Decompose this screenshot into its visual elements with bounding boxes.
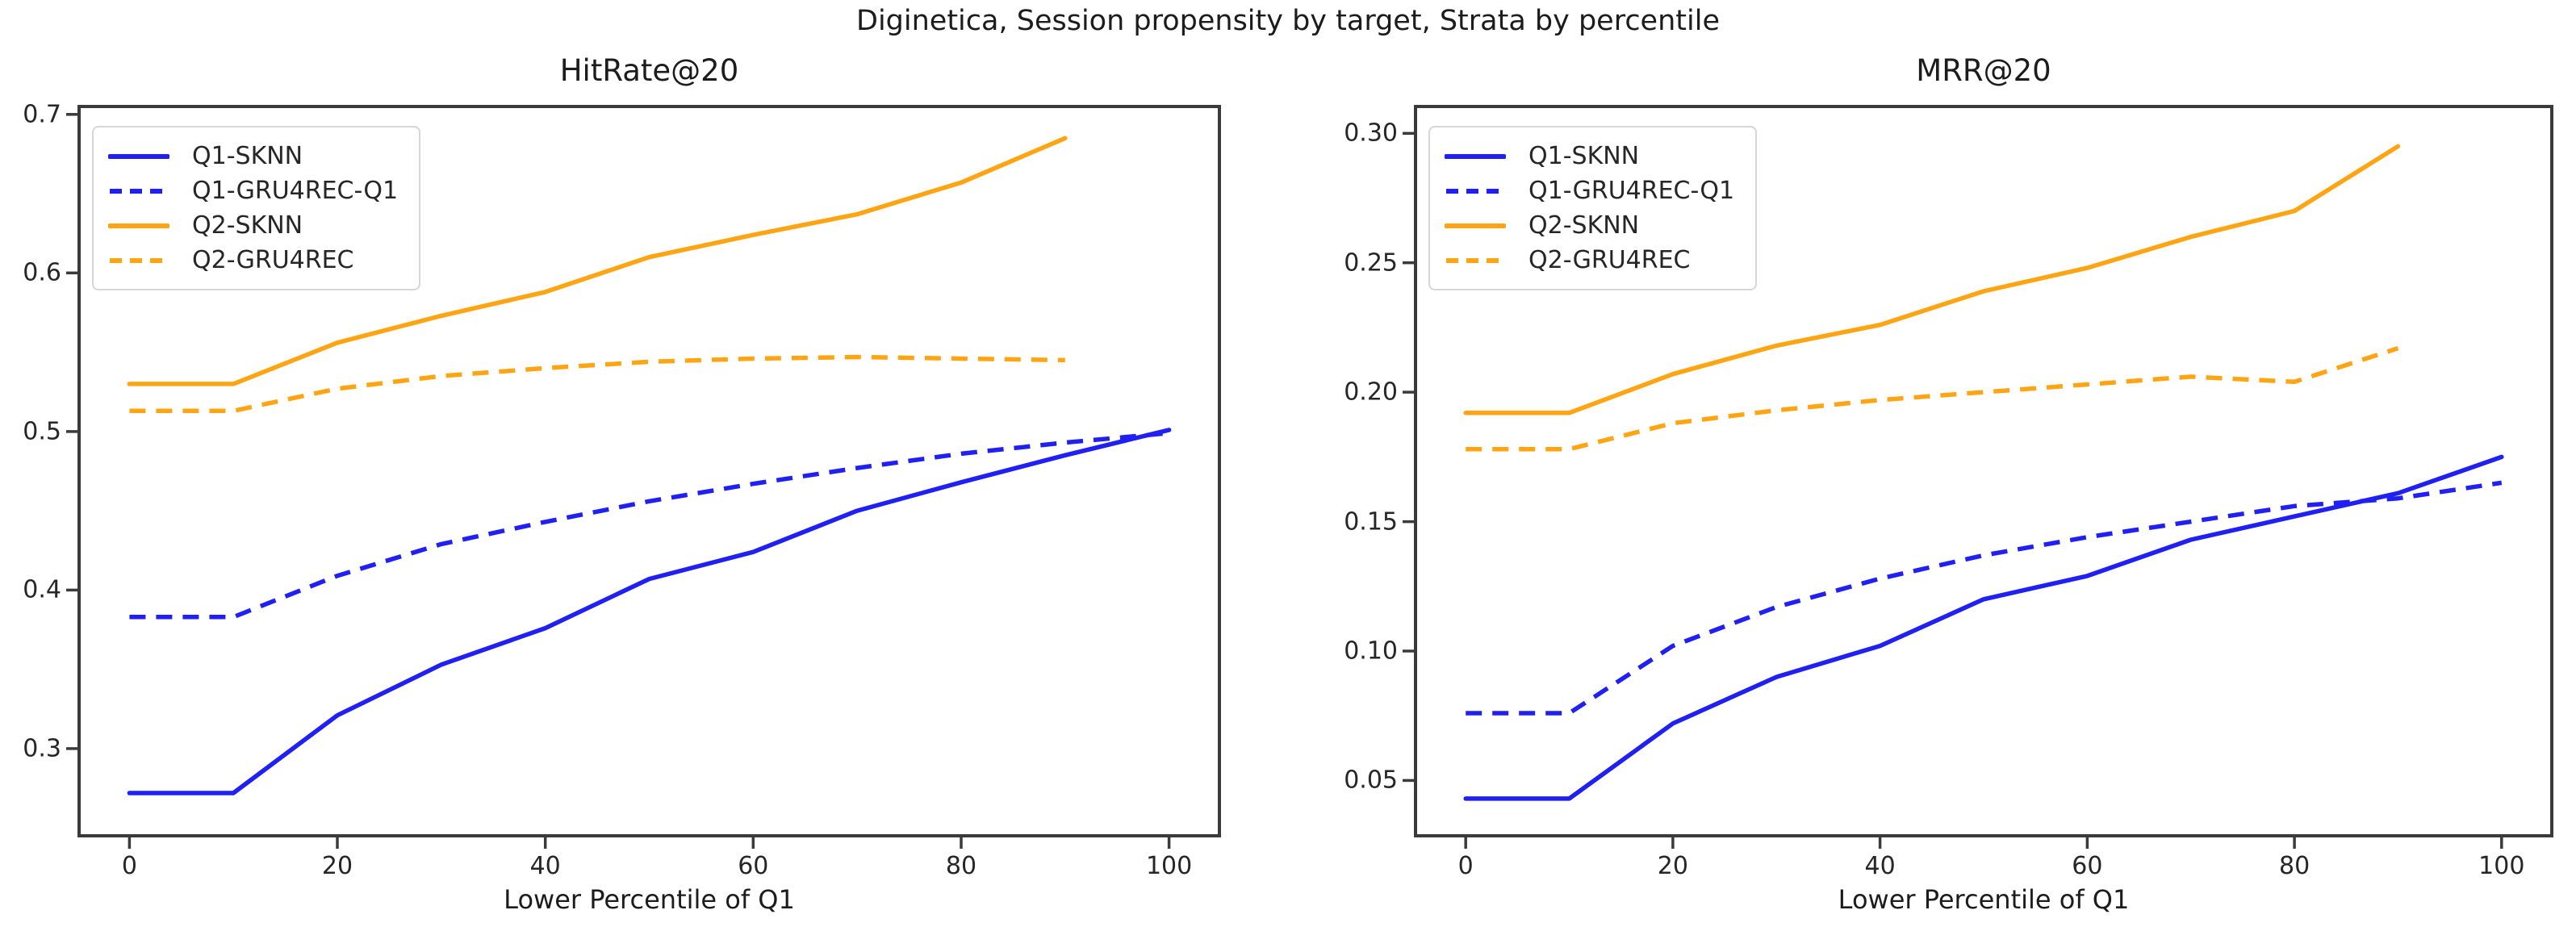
x-axis-label: Lower Percentile of Q1 — [1838, 884, 2130, 915]
x-tick-label: 0 — [121, 852, 137, 880]
series-line-q2-sknn — [127, 136, 1068, 386]
legend: Q1-SKNN Q1-GRU4REC-Q1 Q2-SKNN Q2-GRU4REC — [92, 126, 421, 290]
legend-item-q1-sknn: Q1-SKNN — [108, 142, 398, 170]
series-line-q1-sknn — [127, 428, 1172, 795]
subplot-hitrate: HitRate@20 Lower Percentile of Q1 Q1-SKN… — [23, 53, 1221, 915]
legend-label: Q2-GRU4REC — [192, 246, 354, 274]
y-tick-label: 0.15 — [1344, 507, 1398, 536]
y-tick-label: 0.6 — [23, 258, 61, 287]
legend-label: Q1-GRU4REC-Q1 — [192, 177, 399, 205]
y-tick-label: 0.05 — [1344, 766, 1398, 795]
series-line-q2-gru4rec — [129, 354, 1065, 414]
legend-label: Q1-GRU4REC-Q1 — [1528, 177, 1735, 205]
axes-frame — [77, 105, 1221, 837]
y-tick-label: 0.20 — [1344, 378, 1398, 407]
x-tick-label: 100 — [2478, 852, 2525, 880]
legend-sample-line — [1445, 223, 1506, 228]
legend-label: Q1-SKNN — [1528, 142, 1640, 170]
legend-item-q2-sknn: Q2-SKNN — [1445, 211, 1734, 240]
legend-item-q2-gru4rec: Q2-GRU4REC — [108, 246, 398, 274]
legend-label: Q2-GRU4REC — [1528, 246, 1691, 274]
y-tick-label: 0.25 — [1344, 248, 1398, 278]
y-tick-label: 0.7 — [23, 100, 61, 129]
legend-item-q1-gru4rec-q1: Q1-GRU4REC-Q1 — [108, 177, 398, 205]
x-axis-label: Lower Percentile of Q1 — [504, 884, 795, 915]
x-tick-label: 80 — [2279, 852, 2310, 880]
legend-sample-line — [110, 188, 168, 194]
legend-sample-line — [110, 257, 168, 263]
legend-sample-line — [1446, 188, 1504, 194]
subplot-title: MRR@20 — [1916, 53, 2051, 88]
y-tick-label: 0.30 — [1344, 119, 1398, 148]
legend-sample-line — [108, 153, 169, 159]
x-tick-label: 40 — [529, 852, 561, 880]
x-tick-label: 20 — [321, 852, 353, 880]
legend-item-q2-sknn: Q2-SKNN — [108, 211, 398, 240]
y-tick-label: 0.3 — [23, 734, 61, 763]
legend-sample-line — [1445, 153, 1506, 159]
x-tick-label: 80 — [945, 852, 977, 880]
x-tick-label: 60 — [2072, 852, 2103, 880]
series-line-q2-gru4rec — [1466, 345, 2399, 452]
figure-suptitle: Diginetica, Session propensity by target… — [856, 5, 1720, 37]
series-line-q1-gru4rec-q1 — [129, 431, 1169, 620]
series-line-q1-sknn — [1463, 454, 2504, 801]
plot-area — [66, 105, 1221, 849]
y-tick-label: 0.4 — [23, 575, 61, 604]
subplot-title: HitRate@20 — [559, 53, 739, 88]
x-tick-label: 100 — [1145, 852, 1193, 880]
subplot-mrr: MRR@20 Lower Percentile of Q1 Q1-SKNN Q1-… — [1344, 53, 2553, 915]
plot-area — [1403, 105, 2553, 849]
x-tick-label: 40 — [1864, 852, 1896, 880]
series-line-q2-sknn — [1463, 144, 2401, 415]
y-tick-label: 0.5 — [23, 417, 61, 446]
legend-label: Q2-SKNN — [192, 211, 303, 240]
y-tick-label: 0.10 — [1344, 637, 1398, 666]
x-tick-label: 20 — [1657, 852, 1688, 880]
x-tick-label: 0 — [1457, 852, 1474, 880]
legend-label: Q1-SKNN — [192, 142, 303, 170]
x-tick-label: 60 — [738, 852, 769, 880]
legend-item-q1-sknn: Q1-SKNN — [1445, 142, 1734, 170]
legend-label: Q2-SKNN — [1528, 211, 1640, 240]
axes-frame — [1414, 105, 2553, 837]
legend-sample-line — [1446, 257, 1504, 263]
legend-sample-line — [108, 223, 169, 228]
legend-item-q2-gru4rec: Q2-GRU4REC — [1445, 246, 1734, 274]
legend: Q1-SKNN Q1-GRU4REC-Q1 Q2-SKNN Q2-GRU4REC — [1428, 126, 1758, 290]
legend-item-q1-gru4rec-q1: Q1-GRU4REC-Q1 — [1445, 177, 1734, 205]
